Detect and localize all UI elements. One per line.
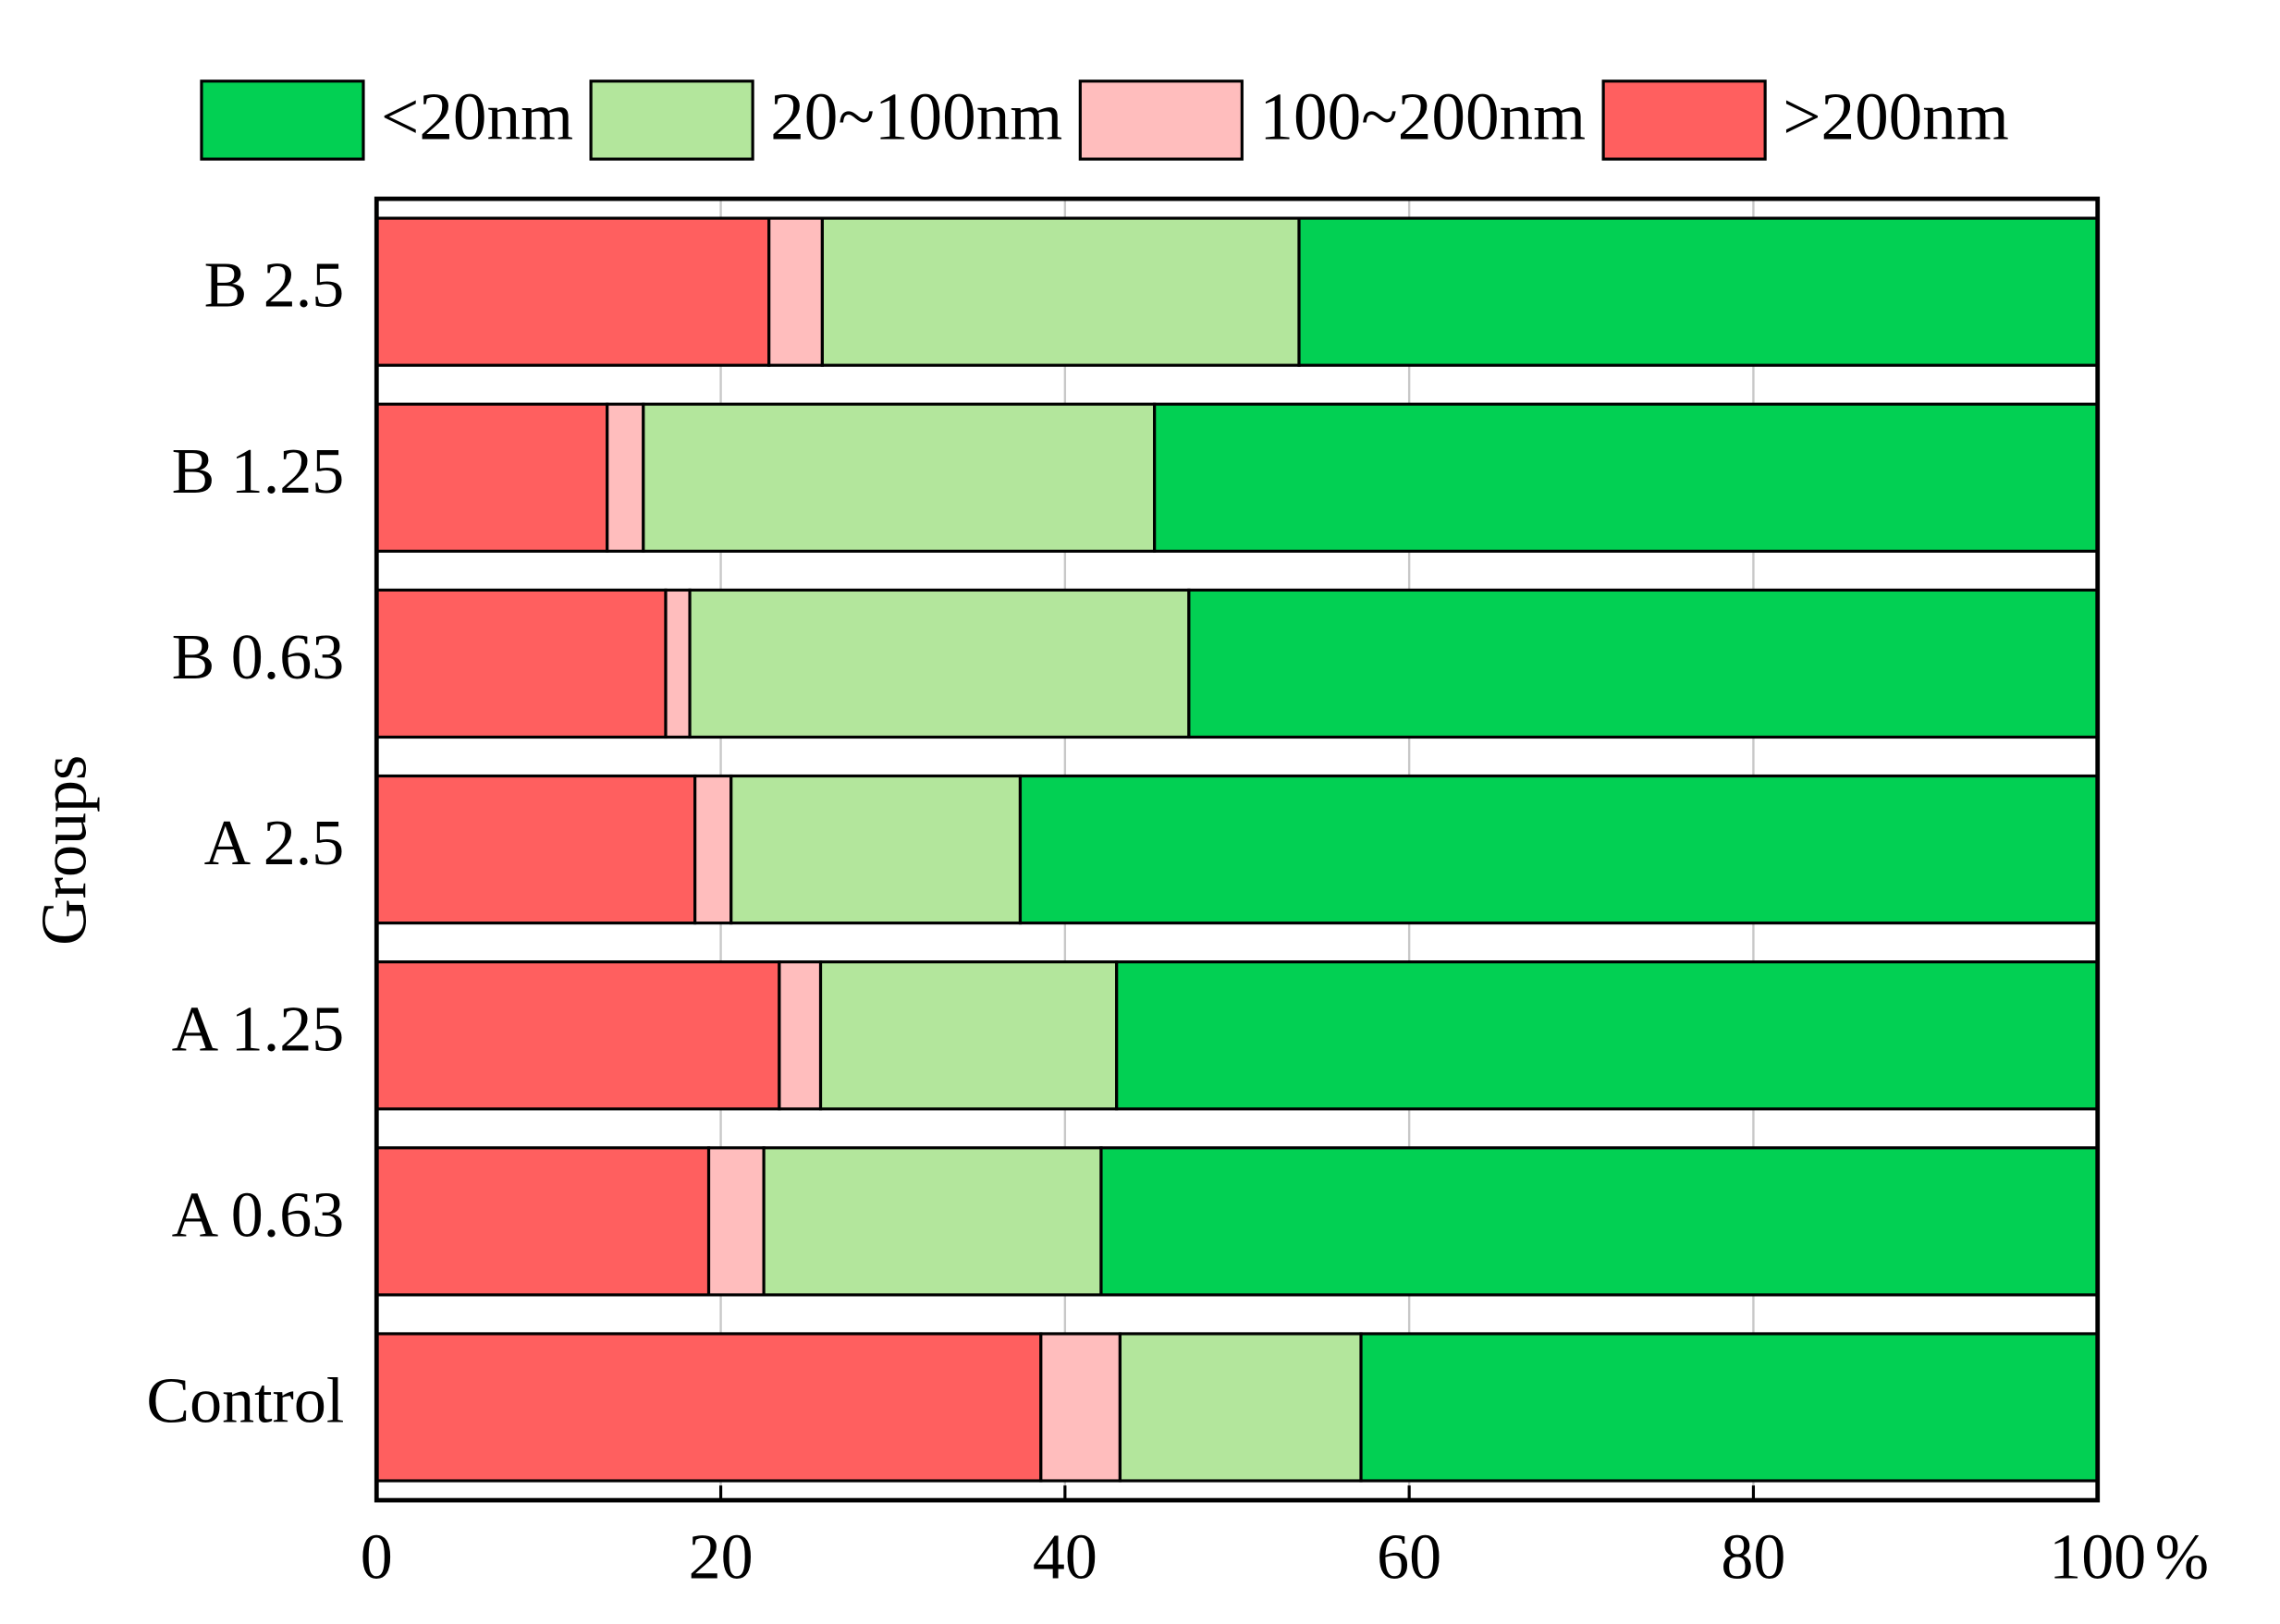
bar-segment <box>374 402 609 553</box>
bar-segment <box>729 774 1023 925</box>
y-tick-label: Control <box>146 1366 344 1437</box>
legend-label: >200nm <box>1783 79 2009 154</box>
x-tick-label: 20 <box>689 1522 754 1593</box>
bar-segment <box>374 1332 1043 1483</box>
bar-segment <box>1187 588 2100 739</box>
y-tick-label: B 1.25 <box>172 436 345 507</box>
bar-segment <box>1099 1146 2100 1297</box>
bar-segment <box>820 216 1301 367</box>
legend-label: 20~100nm <box>770 79 1062 154</box>
legend-swatch <box>200 79 365 161</box>
bar-segment <box>778 960 823 1111</box>
bar-segment <box>1359 1332 2100 1483</box>
bar-segment <box>706 1146 766 1297</box>
x-tick-label: 100 <box>2049 1522 2146 1593</box>
bar-segment <box>762 1146 1103 1297</box>
legend-label: 100~200nm <box>1259 79 1586 154</box>
bar-segment <box>642 402 1157 553</box>
bar-segment <box>374 774 697 925</box>
bar-segment <box>693 774 733 925</box>
legend-swatch <box>1601 79 1767 161</box>
bar-segment <box>374 1146 711 1297</box>
bar-segment <box>664 588 692 739</box>
bar-segment <box>606 402 645 553</box>
plot-frame <box>374 196 2101 1503</box>
x-tick-label: 40 <box>1033 1522 1097 1593</box>
bar-segment <box>1297 216 2100 367</box>
y-tick-label: A 2.5 <box>204 808 345 879</box>
legend-label: <20nm <box>381 79 573 154</box>
bar-segment <box>374 588 668 739</box>
legend-swatch <box>1078 79 1244 161</box>
y-tick-label: A 1.25 <box>172 994 345 1065</box>
bar-segment <box>1039 1332 1122 1483</box>
bar-segment <box>374 960 781 1111</box>
bar-segment <box>1115 960 2100 1111</box>
bar-segment <box>818 960 1119 1111</box>
bar-segment <box>688 588 1191 739</box>
x-tick-label: 0 <box>361 1522 393 1593</box>
y-tick-label: A 0.63 <box>172 1179 345 1251</box>
x-axis-label: % <box>2155 1522 2209 1593</box>
y-tick-label: B 2.5 <box>204 250 345 322</box>
legend-swatch <box>589 79 754 161</box>
y-tick-label: B 0.63 <box>172 622 345 693</box>
bar-segment <box>1153 402 2100 553</box>
bar-segment <box>1018 774 2100 925</box>
bar-segment <box>1118 1332 1363 1483</box>
bar-segment <box>374 216 771 367</box>
x-tick-label: 80 <box>1721 1522 1785 1593</box>
x-tick-label: 60 <box>1377 1522 1441 1593</box>
bar-segment <box>767 216 824 367</box>
y-axis-label: Groups <box>29 755 100 946</box>
